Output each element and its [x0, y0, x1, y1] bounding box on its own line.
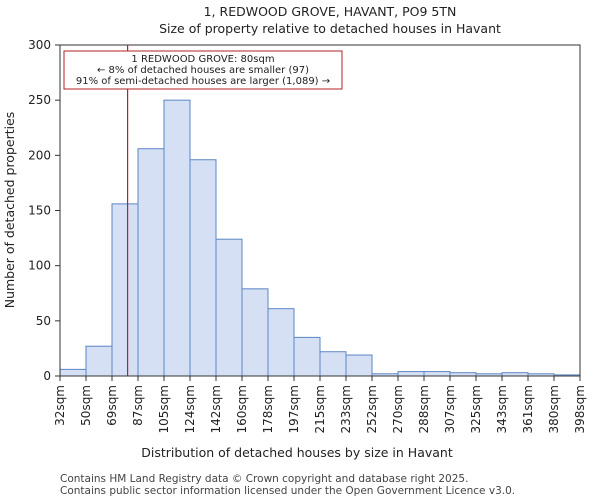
x-tick-label: 215sqm	[313, 385, 327, 433]
x-tick-label: 380sqm	[547, 385, 561, 433]
y-tick-label: 300	[28, 38, 51, 52]
x-tick-label: 343sqm	[495, 385, 509, 433]
x-tick-label: 69sqm	[105, 385, 119, 426]
x-tick-label: 288sqm	[417, 385, 431, 433]
annotation-line-3: 91% of semi-detached houses are larger (…	[76, 76, 330, 87]
histogram-bar	[111, 203, 139, 377]
y-tick-label: 200	[28, 148, 51, 162]
x-tick-label: 50sqm	[79, 385, 93, 426]
x-tick-label: 197sqm	[287, 385, 301, 433]
x-tick-label: 87sqm	[131, 385, 145, 426]
histogram-bar	[137, 148, 165, 377]
x-tick-label: 233sqm	[339, 385, 353, 433]
y-axis: 0 50 100 150 200 250 300	[28, 38, 60, 383]
histogram-bar	[163, 99, 191, 377]
histogram-bar	[293, 336, 321, 377]
bars	[59, 99, 581, 377]
x-tick-label: 270sqm	[391, 385, 405, 433]
footer-line-1: Contains HM Land Registry data © Crown c…	[60, 473, 468, 485]
histogram-bar	[189, 159, 217, 377]
annotation-line-1: 1 REDWOOD GROVE: 80sqm	[131, 54, 274, 65]
x-axis: 32sqm 50sqm 69sqm 87sqm 105sqm 124sqm 142sqm 16…	[53, 376, 587, 433]
histogram-bar	[241, 288, 269, 377]
x-tick-label: 105sqm	[157, 385, 171, 433]
x-tick-label: 307sqm	[443, 385, 457, 433]
x-axis-label: Distribution of detached houses by size …	[141, 445, 453, 460]
histogram-bar	[215, 238, 243, 377]
y-axis-label: Number of detached properties	[2, 112, 17, 309]
x-tick-label: 398sqm	[573, 385, 587, 433]
x-tick-label: 361sqm	[521, 385, 535, 433]
y-tick-label: 150	[28, 204, 51, 218]
x-tick-label: 124sqm	[183, 385, 197, 433]
plot-frame	[59, 44, 581, 377]
chart-subtitle: Size of property relative to detached ho…	[159, 21, 501, 36]
histogram-bar	[59, 368, 87, 377]
histogram-bar	[423, 371, 451, 377]
x-tick-label: 178sqm	[261, 385, 275, 433]
x-tick-label: 32sqm	[53, 385, 67, 426]
chart-title: 1, REDWOOD GROVE, HAVANT, PO9 5TN	[204, 4, 457, 19]
histogram-bar	[397, 371, 425, 377]
x-tick-label: 252sqm	[365, 385, 379, 433]
x-tick-label: 160sqm	[235, 385, 249, 433]
x-tick-label: 142sqm	[209, 385, 223, 433]
annotation-box: 1 REDWOOD GROVE: 80sqm ← 8% of detached …	[63, 50, 343, 90]
y-tick-label: 100	[28, 259, 51, 273]
annotation-line-2: ← 8% of detached houses are smaller (97)	[97, 65, 309, 76]
histogram-bar	[267, 308, 295, 377]
y-tick-label: 250	[28, 93, 51, 107]
histogram-bar	[319, 351, 347, 377]
x-tick-label: 325sqm	[469, 385, 483, 433]
histogram-bar	[85, 345, 113, 377]
y-tick-label: 50	[36, 314, 51, 328]
histogram-bar	[345, 354, 373, 377]
y-tick-label: 0	[43, 369, 51, 383]
footer-line-2: Contains public sector information licen…	[60, 485, 515, 497]
